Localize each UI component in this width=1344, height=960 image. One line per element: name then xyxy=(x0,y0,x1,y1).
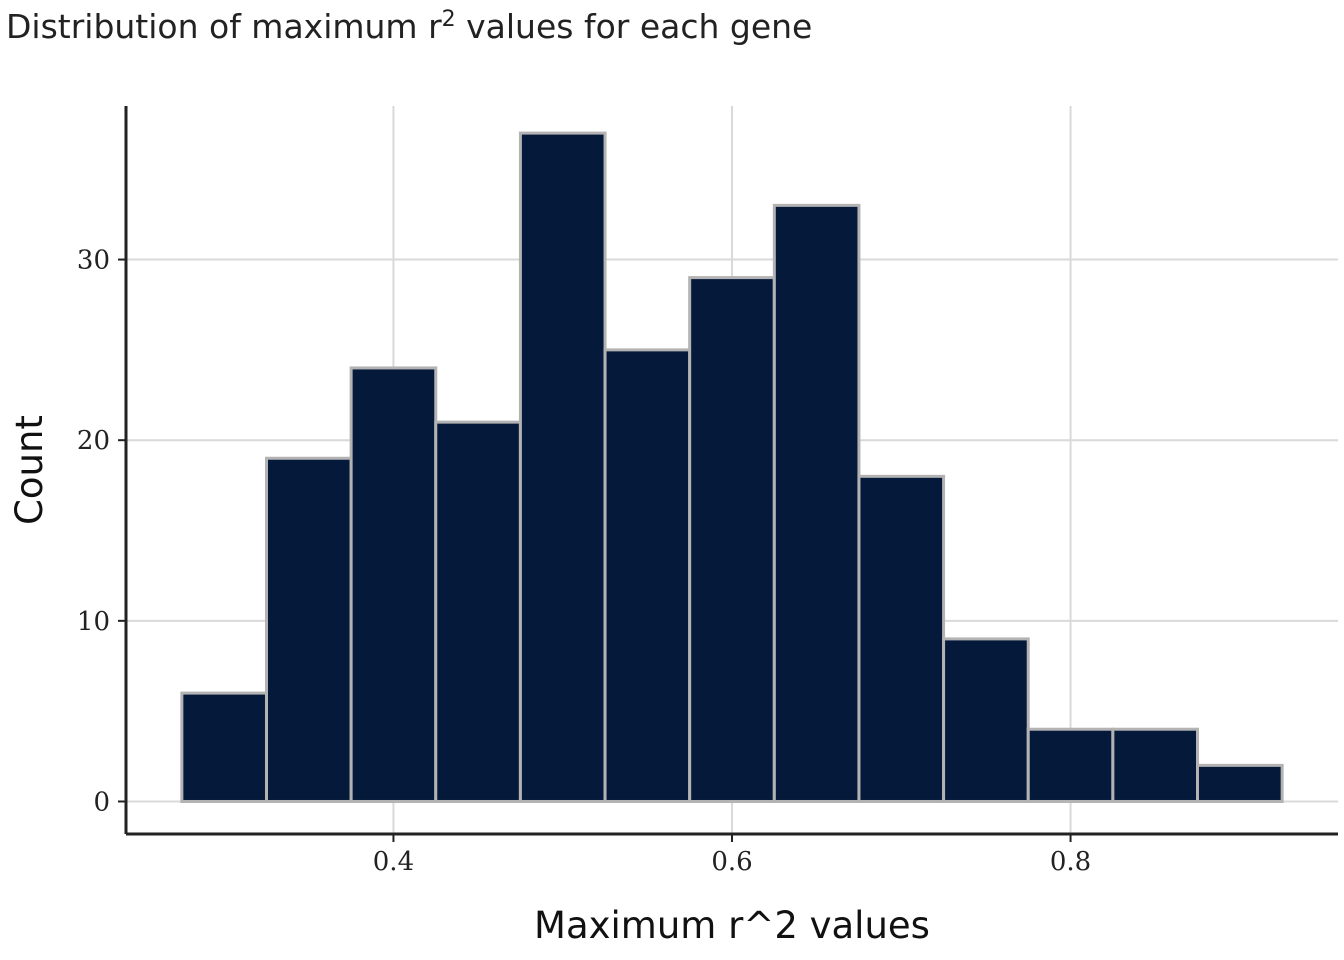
tick-labels: 0.4 0.6 0.8 0 10 20 30 xyxy=(77,246,1091,877)
chart-title-main: Distribution of maximum r xyxy=(6,7,442,46)
y-tick-label-2: 20 xyxy=(77,426,110,456)
x-axis-label: Maximum r^2 values xyxy=(534,904,930,947)
x-tick-label-0: 0.4 xyxy=(373,847,414,877)
histogram-bar-2 xyxy=(349,366,438,803)
histogram-bar-1 xyxy=(264,456,353,803)
histogram-bar-12 xyxy=(1196,763,1284,803)
histogram-bar-6 xyxy=(688,276,776,803)
x-tick-label-1: 0.6 xyxy=(711,847,752,877)
y-tick-label-3: 30 xyxy=(77,246,110,276)
chart-title-rest: values for each gene xyxy=(456,7,813,46)
chart-title: Distribution of maximum r2 values for ea… xyxy=(6,7,812,46)
histogram-bar-10 xyxy=(1026,727,1115,803)
x-tick-label-2: 0.8 xyxy=(1050,847,1091,877)
y-tick-label-1: 10 xyxy=(77,607,110,637)
histogram-bar-9 xyxy=(942,637,1030,803)
histogram-bars xyxy=(180,131,1284,803)
histogram-bar-5 xyxy=(603,348,692,803)
histogram-bar-0 xyxy=(180,691,268,803)
histogram-bar-8 xyxy=(857,474,946,803)
histogram-bar-11 xyxy=(1111,727,1200,803)
y-tick-label-0: 0 xyxy=(93,787,110,817)
chart-title-superscript: 2 xyxy=(442,7,456,32)
axes xyxy=(118,106,1338,842)
histogram-bar-4 xyxy=(518,131,607,803)
histogram-bar-7 xyxy=(772,203,861,803)
y-axis-label: Count xyxy=(8,415,51,525)
histogram-bar-3 xyxy=(434,420,522,803)
